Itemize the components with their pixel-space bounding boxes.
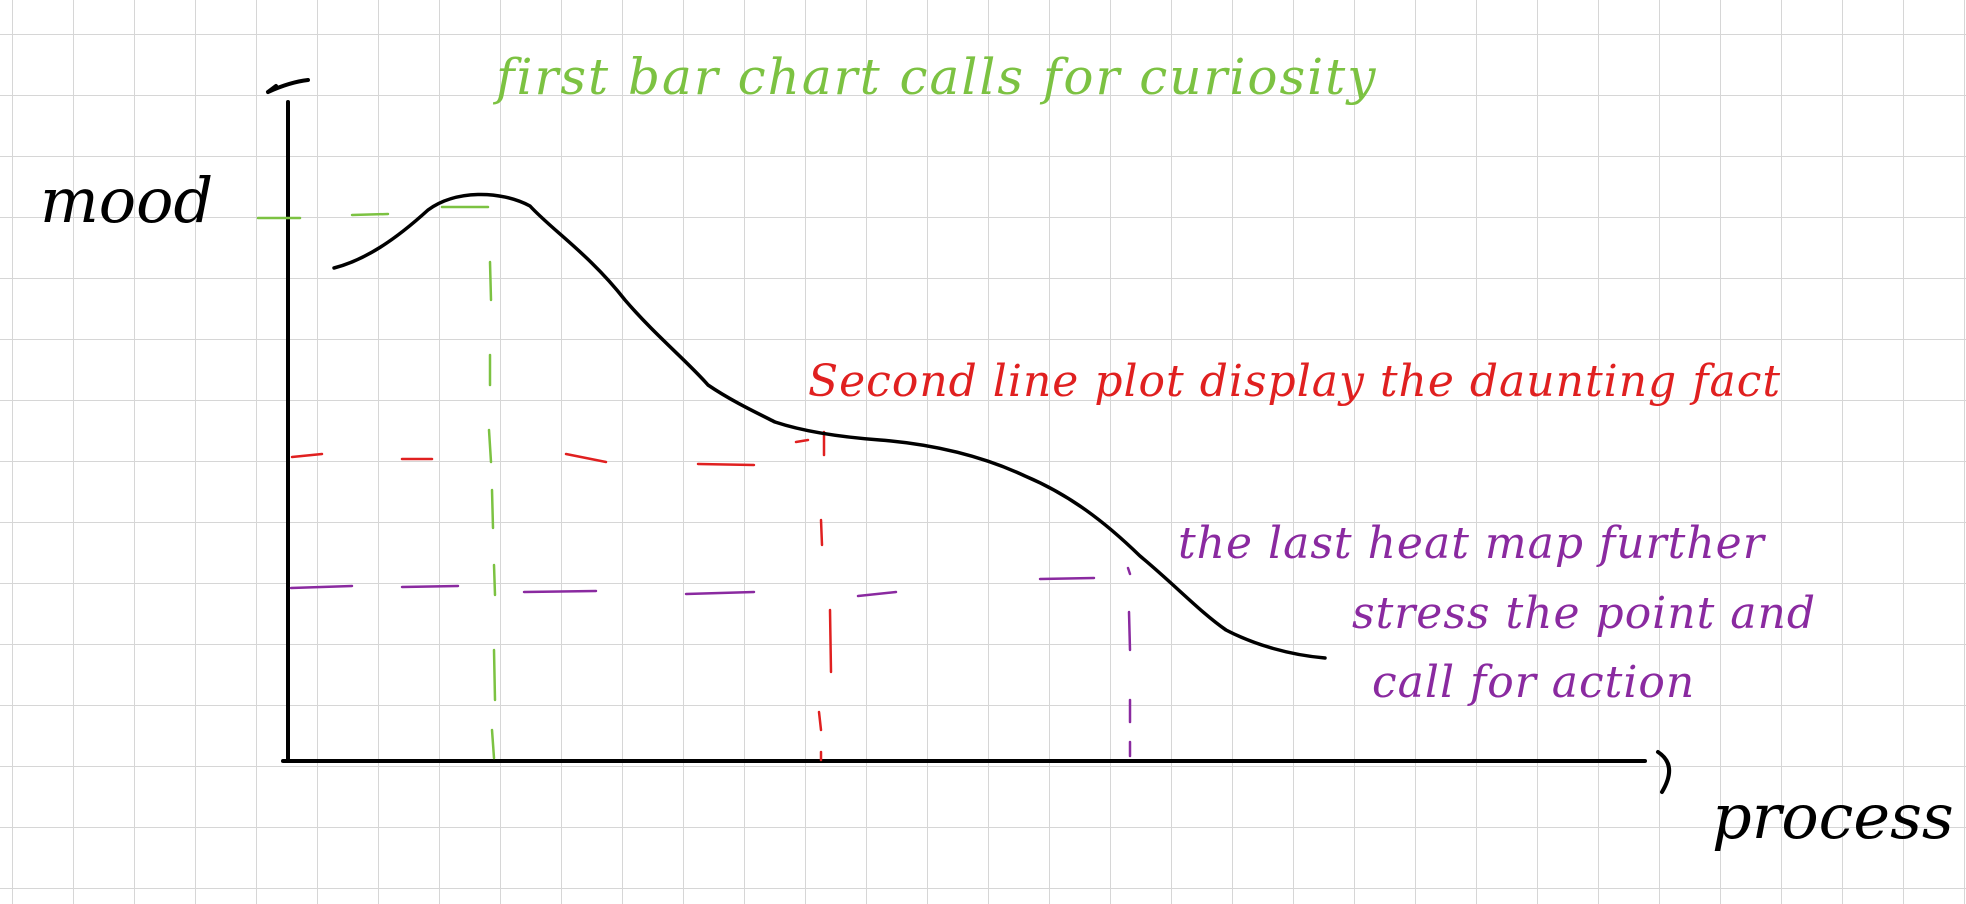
annotation-last-heat-map-line-1: the last heat map further <box>1178 518 1767 569</box>
y-axis-arrowhead <box>266 78 310 94</box>
green-guides <box>256 205 497 760</box>
axes <box>266 78 1671 794</box>
annotation-first-bar-chart: first bar chart calls for curiosity <box>492 48 1378 106</box>
purple-horizontal-dashes <box>289 566 1132 598</box>
green-horizontal-dashes <box>256 205 490 220</box>
red-vertical-dashes <box>817 430 833 762</box>
annotation-second-line-plot: Second line plot display the daunting fa… <box>808 356 1781 407</box>
x-axis-arrowhead <box>1656 750 1671 794</box>
red-guides <box>290 430 833 762</box>
mood-curve <box>332 192 1327 660</box>
green-vertical-dashes <box>487 260 497 760</box>
x-axis-label: process <box>1712 780 1954 853</box>
annotation-last-heat-map-line-3: call for action <box>1372 657 1695 708</box>
purple-vertical-dashes <box>1127 610 1132 758</box>
y-axis-label: mood <box>40 164 213 237</box>
purple-guides <box>289 566 1132 758</box>
red-horizontal-dashes <box>290 438 810 467</box>
annotation-last-heat-map-line-2: stress the point and <box>1352 588 1816 639</box>
